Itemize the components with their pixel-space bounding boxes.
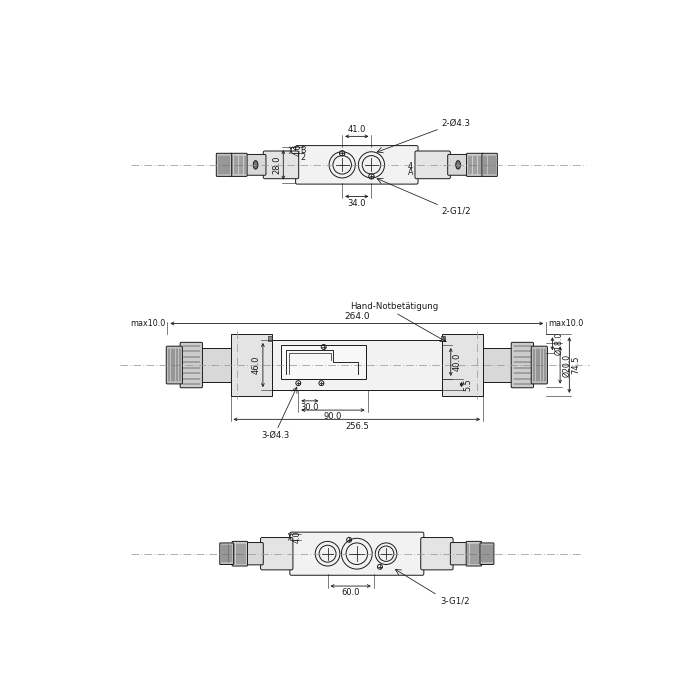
Text: Hand-Notbetätigung: Hand-Notbetätigung bbox=[350, 302, 438, 311]
Bar bbox=[268, 336, 272, 341]
FancyBboxPatch shape bbox=[450, 542, 468, 565]
FancyBboxPatch shape bbox=[296, 146, 418, 184]
FancyBboxPatch shape bbox=[245, 542, 263, 565]
Text: 46.0: 46.0 bbox=[252, 356, 261, 375]
Bar bbox=[272, 340, 441, 390]
Text: 30.0: 30.0 bbox=[300, 403, 319, 412]
FancyBboxPatch shape bbox=[466, 153, 484, 176]
Text: 3-G1/2: 3-G1/2 bbox=[440, 597, 470, 606]
FancyBboxPatch shape bbox=[216, 153, 231, 176]
FancyBboxPatch shape bbox=[415, 151, 450, 178]
Text: 34.0: 34.0 bbox=[348, 199, 366, 208]
FancyBboxPatch shape bbox=[447, 155, 468, 175]
Text: Ø20.0: Ø20.0 bbox=[562, 354, 572, 377]
FancyBboxPatch shape bbox=[480, 543, 494, 564]
Text: 264.0: 264.0 bbox=[344, 312, 369, 321]
Text: 2-G1/2: 2-G1/2 bbox=[441, 206, 471, 216]
Bar bbox=[282, 345, 366, 379]
FancyBboxPatch shape bbox=[511, 342, 533, 388]
Text: 4.0: 4.0 bbox=[292, 531, 301, 543]
Text: 4.0: 4.0 bbox=[293, 144, 302, 157]
Text: 256.5: 256.5 bbox=[345, 421, 369, 430]
FancyBboxPatch shape bbox=[421, 538, 453, 570]
Bar bbox=[441, 335, 483, 396]
FancyBboxPatch shape bbox=[290, 532, 424, 575]
Text: 90.0: 90.0 bbox=[324, 412, 342, 421]
Ellipse shape bbox=[253, 160, 258, 169]
Bar bbox=[201, 348, 231, 382]
FancyBboxPatch shape bbox=[232, 541, 247, 566]
Text: 5.5: 5.5 bbox=[464, 378, 473, 391]
Text: 74.5: 74.5 bbox=[572, 356, 581, 375]
Text: 2: 2 bbox=[300, 153, 305, 162]
FancyBboxPatch shape bbox=[482, 153, 498, 176]
Text: max10.0: max10.0 bbox=[130, 319, 165, 328]
Bar bbox=[483, 348, 512, 382]
FancyBboxPatch shape bbox=[180, 342, 202, 388]
Bar bbox=[441, 336, 445, 341]
FancyBboxPatch shape bbox=[531, 346, 547, 384]
Text: 40.0: 40.0 bbox=[453, 353, 462, 371]
Text: B: B bbox=[300, 146, 305, 155]
Text: Ø18.0: Ø18.0 bbox=[555, 332, 564, 356]
FancyBboxPatch shape bbox=[263, 151, 299, 178]
FancyBboxPatch shape bbox=[466, 541, 482, 566]
FancyBboxPatch shape bbox=[261, 538, 293, 570]
FancyBboxPatch shape bbox=[220, 543, 233, 564]
Text: 3-Ø4.3: 3-Ø4.3 bbox=[261, 431, 289, 440]
Text: 60.0: 60.0 bbox=[342, 588, 360, 597]
Text: A: A bbox=[408, 168, 413, 177]
Text: 2-Ø4.3: 2-Ø4.3 bbox=[441, 119, 470, 128]
Text: 4: 4 bbox=[408, 162, 413, 171]
Text: 28.0: 28.0 bbox=[272, 155, 281, 174]
FancyBboxPatch shape bbox=[167, 346, 183, 384]
Text: 41.0: 41.0 bbox=[348, 125, 366, 134]
Bar bbox=[231, 335, 272, 396]
FancyBboxPatch shape bbox=[245, 155, 266, 175]
Text: max10.0: max10.0 bbox=[549, 319, 584, 328]
FancyBboxPatch shape bbox=[230, 153, 247, 176]
Ellipse shape bbox=[456, 160, 461, 169]
